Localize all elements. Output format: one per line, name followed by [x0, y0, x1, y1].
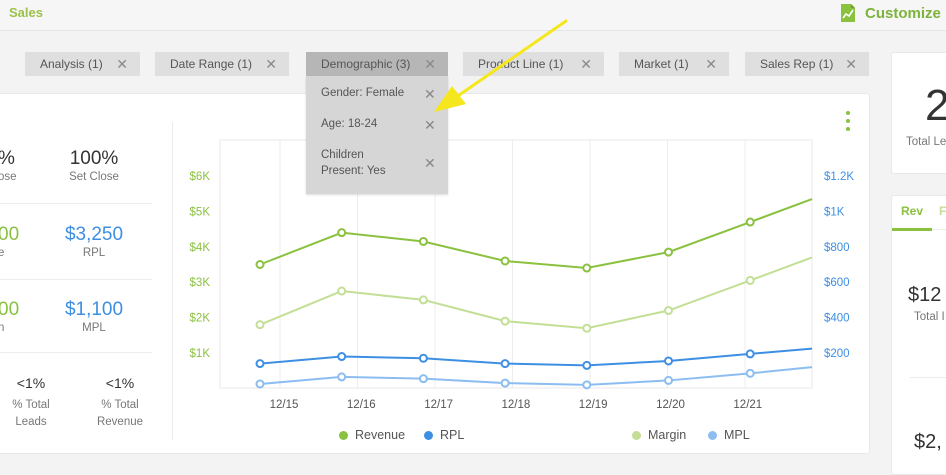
divider — [0, 203, 152, 204]
dropdown-item-children[interactable]: Children Present: Yes — [321, 149, 386, 177]
revenue-pct-label: % Total Revenue — [96, 399, 144, 428]
leads-pct-value: <1% — [16, 375, 46, 391]
close-rate-label: ose — [0, 171, 17, 183]
tab-rev[interactable]: Rev — [901, 204, 924, 218]
divider — [932, 229, 946, 230]
filter-chip-market[interactable]: Market (1) ✕ — [619, 52, 729, 76]
customize-label: Customize — [865, 4, 941, 22]
legend-label: Margin — [648, 428, 687, 442]
customize-button[interactable]: Customize — [840, 2, 941, 24]
secondary-total-value: $2, — [914, 431, 942, 453]
close-rate-value: % — [0, 148, 15, 170]
close-icon[interactable]: ✕ — [424, 117, 436, 133]
revenue-breakdown-card: Rev F $12 Total I $2, — [891, 195, 946, 475]
filter-chip-label: Sales Rep (1) — [760, 57, 834, 71]
close-icon[interactable]: ✕ — [580, 56, 592, 72]
legend-item-mpl[interactable]: MPL — [708, 428, 750, 442]
dropdown-item-gender[interactable]: Gender: Female — [321, 87, 405, 99]
active-tab-indicator — [892, 228, 932, 231]
mpl-label: MPL — [82, 322, 106, 334]
rpl-value: $3,250 — [64, 224, 124, 245]
legend-dot — [632, 430, 641, 440]
legend-label: RPL — [440, 428, 465, 442]
legend-dot — [339, 430, 348, 440]
margin-label: n — [0, 322, 5, 334]
filter-chip-sales-rep[interactable]: Sales Rep (1) ✕ — [745, 52, 869, 76]
demographic-dropdown: Gender: Female ✕ Age: 18-24 ✕ Children P… — [306, 76, 448, 194]
close-icon[interactable]: ✕ — [845, 56, 857, 72]
legend-label: Revenue — [355, 428, 406, 442]
dropdown-item-age[interactable]: Age: 18-24 — [321, 118, 378, 130]
revenue-total-value: $12 — [908, 284, 942, 306]
divider — [910, 377, 946, 378]
total-leads-value: 2 — [925, 81, 946, 130]
leads-pct-label: % Total Leads — [12, 399, 50, 428]
total-leads-label: Total Le — [906, 136, 946, 148]
close-icon[interactable]: ✕ — [424, 56, 436, 72]
legend-label: MPL — [724, 428, 750, 442]
report-icon — [841, 4, 855, 22]
legend-dot — [708, 430, 717, 440]
page-title: Sales — [9, 5, 43, 20]
more-options-icon[interactable] — [846, 111, 850, 135]
filter-chip-demographic[interactable]: Demographic (3) ✕ — [306, 52, 448, 76]
set-close-value: 100% — [69, 148, 119, 169]
legend-item-rpl[interactable]: RPL — [424, 428, 464, 442]
legend-item-margin[interactable]: Margin — [632, 428, 686, 442]
set-close-label: Set Close — [69, 171, 119, 183]
filter-chip-label: Product Line (1) — [478, 57, 564, 71]
close-icon[interactable]: ✕ — [265, 56, 277, 72]
margin-value: 00 — [0, 299, 20, 320]
divider — [172, 122, 173, 440]
divider — [0, 279, 152, 280]
filter-chip-label: Date Range (1) — [170, 57, 253, 71]
rpl-label: RPL — [82, 247, 106, 259]
filter-chip-label: Demographic (3) — [321, 57, 411, 71]
filter-chip-date-range[interactable]: Date Range (1) ✕ — [155, 52, 289, 76]
divider — [0, 352, 152, 353]
close-icon[interactable]: ✕ — [116, 56, 128, 72]
filter-chip-product-line[interactable]: Product Line (1) ✕ — [463, 52, 604, 76]
total-leads-card: 2 Total Le — [891, 52, 946, 174]
revenue-label: e — [0, 247, 5, 259]
top-bar: Sales Customize — [0, 0, 946, 31]
close-icon[interactable]: ✕ — [424, 86, 436, 102]
filter-chip-label: Market (1) — [634, 57, 689, 71]
legend-item-revenue[interactable]: Revenue — [339, 428, 405, 442]
filter-bar: Analysis (1) ✕ Date Range (1) ✕ Demograp… — [0, 52, 946, 76]
revenue-pct-value: <1% — [105, 375, 135, 391]
filter-chip-label: Analysis (1) — [40, 57, 103, 71]
close-icon[interactable]: ✕ — [705, 56, 717, 72]
filter-chip-analysis[interactable]: Analysis (1) ✕ — [25, 52, 140, 76]
mpl-value: $1,100 — [64, 299, 124, 320]
close-icon[interactable]: ✕ — [424, 155, 436, 171]
revenue-total-label: Total I — [914, 311, 945, 323]
legend-dot — [424, 430, 433, 440]
tab-other[interactable]: F — [939, 204, 946, 218]
revenue-value: 00 — [0, 224, 20, 245]
